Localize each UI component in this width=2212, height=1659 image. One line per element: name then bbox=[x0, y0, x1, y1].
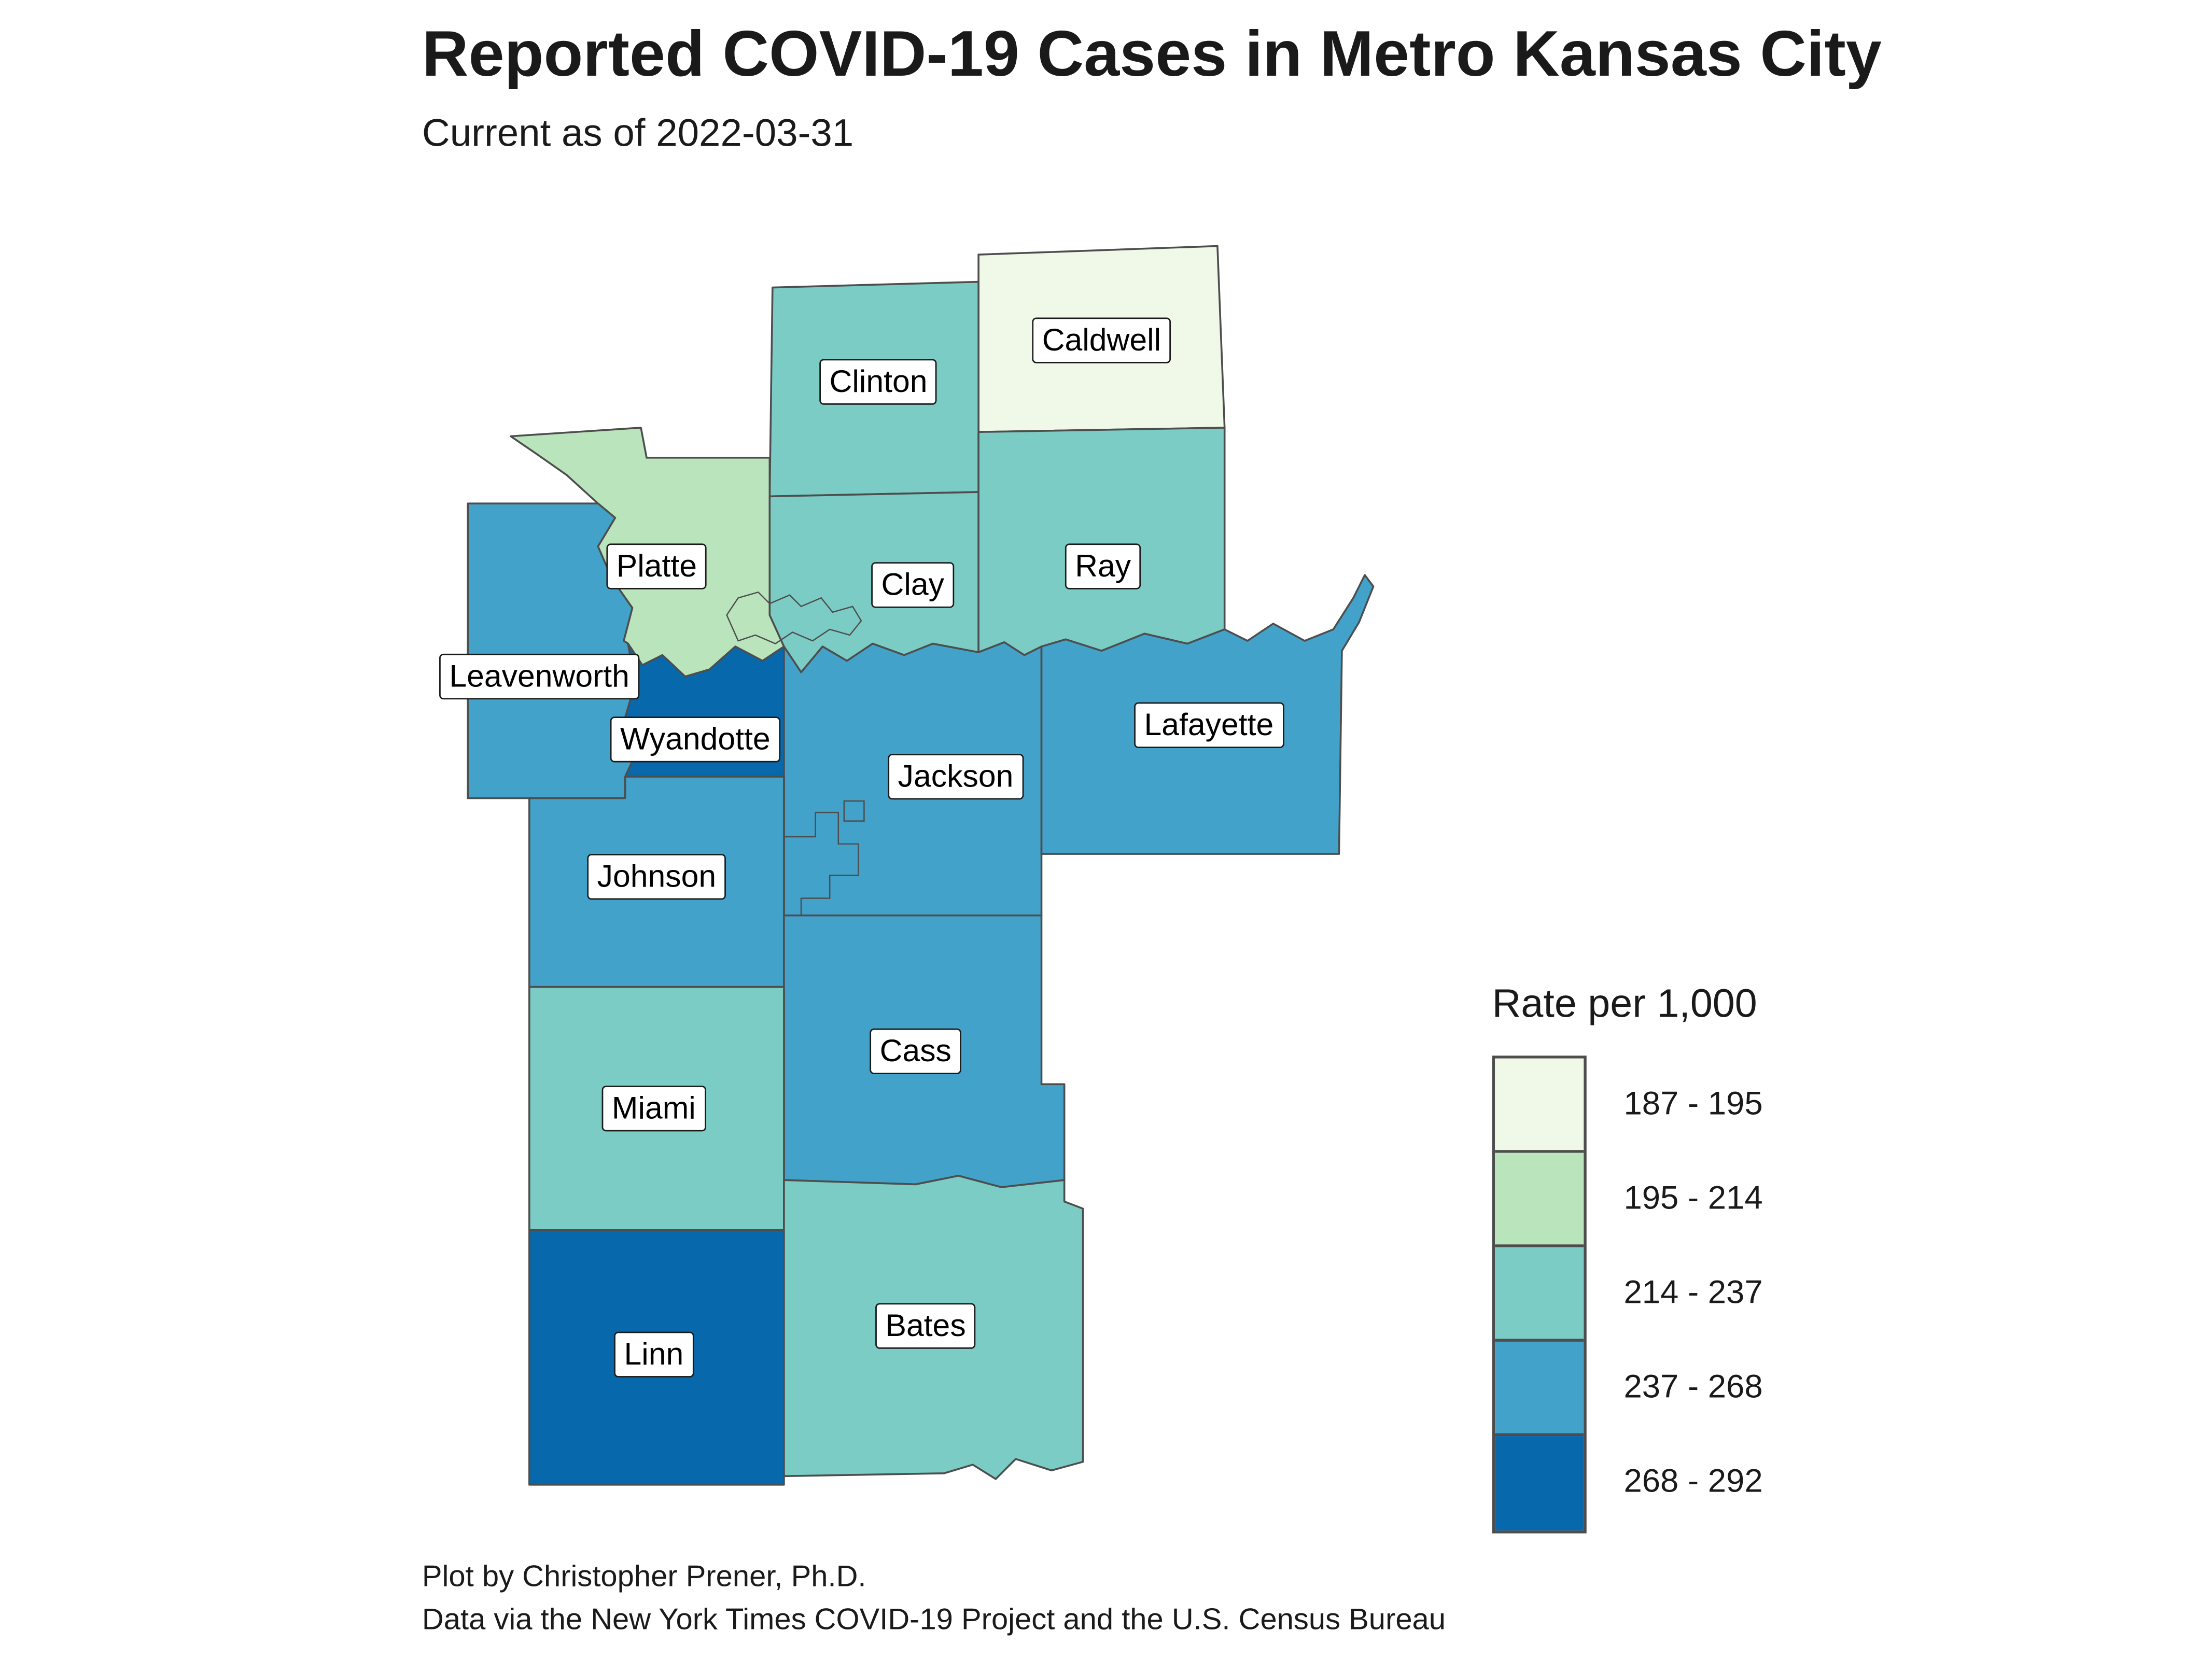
county-shape-johnson bbox=[528, 776, 785, 988]
county-shape-linn bbox=[528, 1229, 785, 1486]
caption: Plot by Christopher Prener, Ph.D. Data v… bbox=[422, 1556, 1446, 1642]
county-shape-ray bbox=[977, 427, 1226, 656]
legend-title: Rate per 1,000 bbox=[1492, 981, 1757, 1026]
legend-label-4: 237 - 268 bbox=[1623, 1367, 1763, 1404]
boundary-detail-3 bbox=[843, 800, 865, 822]
boundary-detail-2 bbox=[783, 811, 859, 916]
legend-swatch-column bbox=[1492, 1056, 1587, 1534]
county-shape-bates bbox=[783, 1175, 1084, 1480]
legend-label-2: 195 - 214 bbox=[1623, 1178, 1763, 1215]
chart-title: Reported COVID-19 Cases in Metro Kansas … bbox=[422, 17, 1882, 90]
legend-swatch-5 bbox=[1495, 1436, 1584, 1531]
county-shape-jackson bbox=[783, 641, 1043, 917]
chart-subtitle: Current as of 2022-03-31 bbox=[422, 111, 854, 154]
county-shape-miami bbox=[528, 986, 785, 1231]
legend-label-1: 187 - 195 bbox=[1623, 1083, 1763, 1121]
caption-source: Data via the New York Times COVID-19 Pro… bbox=[422, 1603, 1446, 1637]
legend-label-5: 268 - 292 bbox=[1623, 1461, 1763, 1499]
boundary-detail-1 bbox=[726, 591, 862, 644]
caption-author: Plot by Christopher Prener, Ph.D. bbox=[422, 1560, 866, 1594]
legend-swatch-2 bbox=[1495, 1152, 1584, 1247]
legend-swatch-1 bbox=[1495, 1058, 1584, 1153]
legend-label-column: 187 - 195 195 - 214 214 - 237 237 - 268 268 … bbox=[1623, 1056, 1762, 1527]
legend-swatch-4 bbox=[1495, 1341, 1584, 1437]
county-shape-cass bbox=[783, 914, 1066, 1188]
legend-body: 187 - 195 195 - 214 214 - 237 237 - 268 268 … bbox=[1492, 1056, 1763, 1534]
legend-swatch-3 bbox=[1495, 1247, 1584, 1342]
county-shape-clinton bbox=[768, 280, 979, 498]
county-shape-caldwell bbox=[977, 245, 1226, 433]
legend-label-3: 214 - 237 bbox=[1623, 1272, 1763, 1310]
legend: Rate per 1,000 187 - 195 195 - 214 214 - 2… bbox=[1492, 981, 1763, 1534]
